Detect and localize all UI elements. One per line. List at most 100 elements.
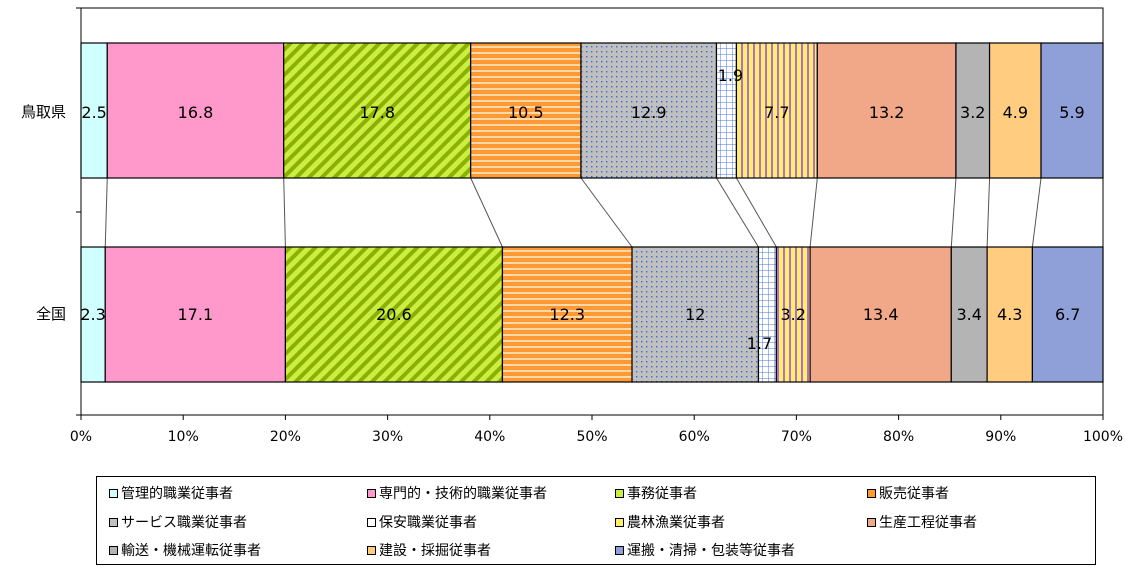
- bar-segment: [1031, 246, 1104, 383]
- bar-segment: [80, 42, 108, 179]
- legend-swatch: [867, 488, 876, 498]
- x-tick-label: 10%: [168, 429, 199, 445]
- legend-item: 農林漁業従事者: [615, 512, 725, 532]
- bar-segment: [950, 246, 988, 383]
- bar-segment: [988, 42, 1042, 179]
- legend-label: 輸送・機械運転従事者: [121, 543, 261, 559]
- data-label: 7.7: [764, 103, 789, 122]
- bar-segment: [735, 42, 818, 179]
- bar-segment: [470, 42, 582, 179]
- legend-label: 販売従事者: [879, 486, 949, 502]
- legend-item: 専門的・技術的職業従事者: [367, 483, 547, 503]
- stacked-bar-chart: 2.5 16.8 17.8 10.5 12.9 1.9 7.7 13.2 3.2 4.9 5.9 2.…: [21, 7, 1123, 445]
- legend-label: 事務従事者: [627, 486, 697, 502]
- data-label: 1.7: [747, 334, 772, 353]
- legend-label: 保安職業従事者: [379, 515, 477, 531]
- legend-item: 管理的職業従事者: [109, 483, 233, 503]
- category-label: 全国: [36, 305, 66, 323]
- legend-label: 農林漁業従事者: [627, 515, 725, 531]
- series-line: [104, 177, 108, 248]
- bar-segment: [104, 246, 286, 383]
- legend-item: 建設・採掘従事者: [367, 540, 491, 560]
- legend-label: 管理的職業従事者: [121, 486, 233, 502]
- bar-segment: [986, 246, 1034, 383]
- bar-segment: [284, 246, 504, 383]
- series-line: [986, 177, 991, 248]
- legend-item: 事務従事者: [615, 483, 697, 503]
- legend-swatch: [109, 488, 118, 498]
- x-tick-label: 70%: [781, 429, 812, 445]
- series-line: [580, 177, 633, 248]
- legend-label: 生産工程従事者: [879, 515, 977, 531]
- x-tick-label: 50%: [576, 429, 607, 445]
- data-label: 6.7: [1055, 305, 1080, 324]
- bar-segment: [501, 246, 633, 383]
- bar-segment: [775, 246, 811, 383]
- x-tick-label: 90%: [985, 429, 1016, 445]
- series-line: [809, 177, 818, 248]
- data-label: 17.8: [359, 103, 395, 122]
- data-label: 20.6: [376, 305, 412, 324]
- data-label: 12.9: [631, 103, 667, 122]
- x-tick-label: 20%: [270, 429, 301, 445]
- x-tick-label: 100%: [1083, 429, 1123, 445]
- series-line: [716, 177, 759, 248]
- bar-segment: [1040, 42, 1104, 179]
- bar-segment: [283, 42, 472, 179]
- legend-swatch: [109, 517, 118, 527]
- bar-segment: [106, 42, 285, 179]
- legend-item: サービス職業従事者: [109, 512, 247, 532]
- data-label: 13.4: [863, 305, 899, 324]
- legend-label: 専門的・技術的職業従事者: [379, 486, 547, 502]
- data-label: 10.5: [508, 103, 544, 122]
- legend: 管理的職業従事者 専門的・技術的職業従事者 事務従事者 販売従事者サービス職業従事者 保…: [96, 476, 1096, 565]
- data-label: 2.5: [81, 103, 106, 122]
- legend-swatch: [367, 545, 376, 555]
- x-tick-label: 60%: [679, 429, 710, 445]
- x-tick-label: 40%: [474, 429, 505, 445]
- legend-swatch: [615, 488, 624, 498]
- data-label: 4.3: [997, 305, 1022, 324]
- bar-segment: [715, 42, 738, 179]
- data-label: 13.2: [869, 103, 905, 122]
- data-label: 5.9: [1059, 103, 1084, 122]
- data-label: 12: [685, 305, 705, 324]
- category-label: 鳥取県: [21, 103, 66, 121]
- legend-label: 建設・採掘従事者: [379, 543, 491, 559]
- bar-segment: [757, 246, 777, 383]
- data-label: 2.3: [80, 305, 105, 324]
- legend-label: サービス職業従事者: [121, 515, 247, 531]
- bar-segment: [631, 246, 760, 383]
- data-label: 16.8: [178, 103, 214, 122]
- series-line: [1031, 177, 1042, 248]
- data-label: 3.2: [781, 305, 806, 324]
- series-line: [735, 177, 777, 248]
- x-tick-label: 0%: [70, 429, 92, 445]
- x-tick-label: 30%: [372, 429, 403, 445]
- legend-swatch: [109, 545, 118, 555]
- legend-item: 運搬・清掃・包装等従事者: [615, 540, 795, 560]
- legend-swatch: [867, 517, 876, 527]
- bar-segment: [955, 42, 991, 179]
- legend-swatch: [615, 545, 624, 555]
- data-label: 3.4: [956, 305, 981, 324]
- legend-label: 運搬・清掃・包装等従事者: [627, 543, 795, 559]
- data-label: 17.1: [178, 305, 214, 324]
- series-line: [470, 177, 503, 248]
- data-label: 12.3: [549, 305, 585, 324]
- legend-item: 輸送・機械運転従事者: [109, 540, 261, 560]
- data-label: 3.2: [960, 103, 985, 122]
- legend-swatch: [367, 488, 376, 498]
- data-label: 4.9: [1003, 103, 1028, 122]
- x-tick-label: 80%: [883, 429, 914, 445]
- legend-swatch: [367, 517, 376, 527]
- bar-segment: [809, 246, 952, 383]
- data-label: 1.9: [718, 66, 743, 85]
- series-line: [283, 177, 286, 248]
- series-line: [950, 177, 957, 248]
- legend-swatch: [615, 517, 624, 527]
- bar-segment: [580, 42, 718, 179]
- bar-segment: [816, 42, 957, 179]
- legend-item: 販売従事者: [867, 483, 949, 503]
- legend-item: 生産工程従事者: [867, 512, 977, 532]
